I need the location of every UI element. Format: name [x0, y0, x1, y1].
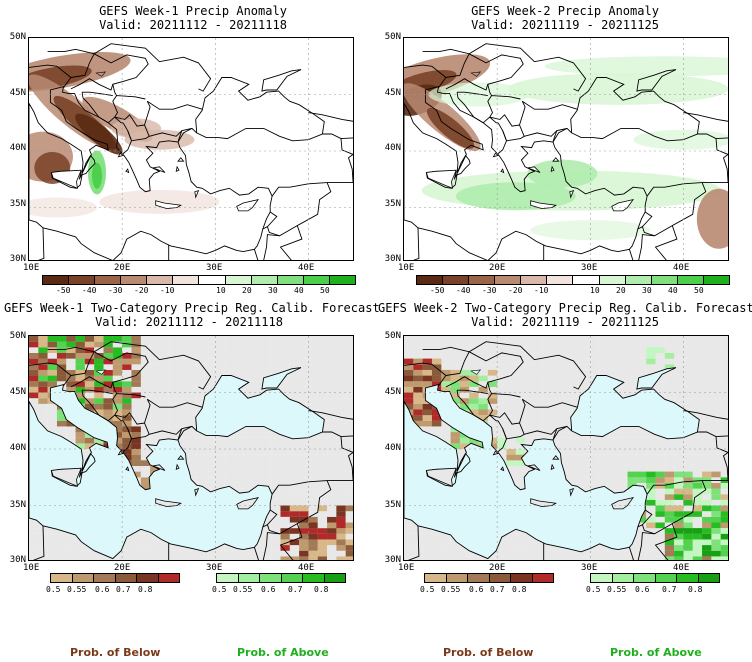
island: [569, 189, 575, 199]
prob-above-label-week2: Prob. of Above: [610, 646, 702, 659]
island: [125, 466, 130, 472]
island: [550, 165, 555, 172]
sea: [195, 375, 325, 440]
island: [425, 169, 457, 189]
island: [526, 166, 541, 173]
island: [526, 464, 541, 471]
island: [117, 450, 124, 456]
island: [236, 496, 260, 510]
sea: [404, 85, 648, 260]
sea: [404, 383, 648, 560]
sea: [261, 367, 302, 390]
anomaly-field: [404, 54, 728, 249]
sea: [570, 77, 700, 142]
panel3-title: GEFS Week-1 Two-Category Precip Reg. Cal…: [4, 301, 380, 329]
prob-below-label-week2: Prob. of Below: [443, 646, 534, 659]
island: [151, 166, 166, 173]
island: [125, 168, 130, 174]
island: [569, 487, 575, 497]
island: [611, 496, 635, 510]
island: [155, 498, 182, 508]
island: [177, 455, 185, 460]
island: [50, 169, 82, 189]
island: [425, 467, 457, 487]
island: [194, 189, 200, 199]
sea: [261, 69, 302, 92]
sea: [570, 375, 700, 440]
island: [175, 463, 180, 470]
below-colorbar-week2: [424, 573, 554, 583]
week2-anomaly-map: [403, 37, 729, 261]
island: [175, 165, 180, 172]
sea: [29, 85, 273, 260]
island: [151, 464, 166, 471]
island: [550, 463, 555, 470]
below-colorbar-week1: [50, 573, 180, 583]
island: [50, 467, 82, 487]
panel2-title: GEFS Week-2 Precip Anomaly Valid: 2021111…: [471, 4, 659, 32]
island: [500, 466, 505, 472]
anomaly-colorbar-week1: [42, 275, 356, 285]
island: [500, 168, 505, 174]
island: [552, 157, 560, 162]
graticule: [404, 38, 728, 260]
island: [552, 455, 560, 460]
anomaly-colorbar-week2: [416, 275, 730, 285]
prob-below-label-week1: Prob. of Below: [70, 646, 161, 659]
sea: [29, 383, 273, 560]
above-colorbar-week1: [216, 573, 346, 583]
island: [492, 450, 499, 456]
island: [117, 152, 124, 158]
island: [155, 200, 182, 210]
week1-anomaly-map: [28, 37, 354, 261]
island: [194, 487, 200, 497]
sea: [636, 69, 677, 92]
island: [177, 157, 185, 162]
panel1-title: GEFS Week-1 Precip Anomaly Valid: 2021111…: [99, 4, 287, 32]
graticule: [404, 336, 728, 560]
island: [611, 198, 635, 212]
island: [530, 200, 557, 210]
island: [236, 198, 260, 212]
graticule: [29, 38, 353, 260]
prob-above-label-week1: Prob. of Above: [237, 646, 329, 659]
above-colorbar-week2: [590, 573, 720, 583]
panel4-title: GEFS Week-2 Two-Category Precip Reg. Cal…: [378, 301, 752, 329]
sea: [195, 77, 325, 142]
island: [530, 498, 557, 508]
week1-probability-map: [28, 335, 354, 561]
week2-probability-map: [403, 335, 729, 561]
island: [492, 152, 499, 158]
sea: [636, 367, 677, 390]
graticule: [29, 336, 353, 560]
country-borders: [404, 43, 728, 260]
